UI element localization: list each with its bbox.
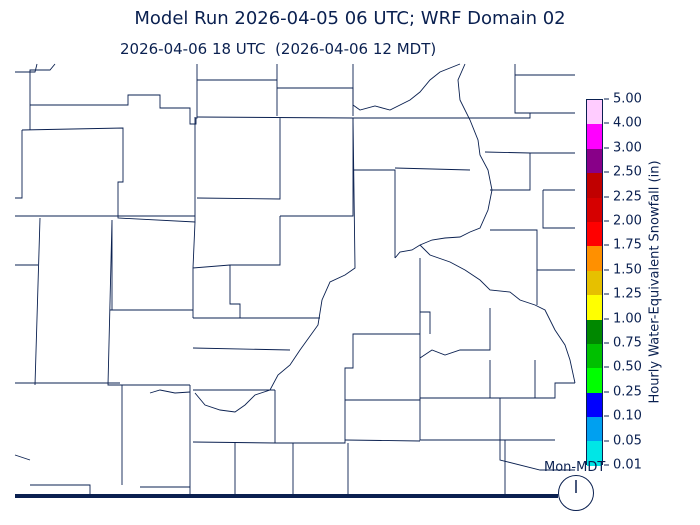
colorbar-tick-label: 0.75 bbox=[604, 336, 642, 351]
colorbar-segment bbox=[587, 100, 602, 125]
colorbar-tick-label: 2.50 bbox=[604, 165, 642, 180]
colorbar-segment bbox=[587, 392, 602, 418]
colorbar-segment bbox=[587, 173, 602, 198]
colorbar-tick-label: 1.75 bbox=[604, 238, 642, 253]
colorbar-segment bbox=[587, 270, 602, 296]
colorbar-tick-label: 0.01 bbox=[604, 458, 642, 473]
colorbar-tick-label: 5.00 bbox=[604, 92, 642, 107]
colorbar-segment bbox=[587, 343, 602, 369]
colorbar-segment bbox=[587, 221, 602, 247]
colorbar-segment bbox=[587, 441, 602, 466]
colorbar-tick-label: 1.50 bbox=[604, 262, 642, 277]
valid-time-subtitle: 2026-04-06 18 UTC (2026-04-06 12 MDT) bbox=[120, 40, 437, 58]
map-title: Model Run 2026-04-05 06 UTC; WRF Domain … bbox=[134, 8, 566, 29]
colorbar-tick-label: 0.50 bbox=[604, 360, 642, 375]
colorbar-tick-label: 4.00 bbox=[604, 116, 642, 131]
colorbar bbox=[586, 99, 603, 466]
colorbar-tick-label: 0.25 bbox=[604, 384, 642, 399]
colorbar-tick-label: 2.25 bbox=[604, 189, 642, 204]
colorbar-tick-label: 0.05 bbox=[604, 433, 642, 448]
colorbar-segment bbox=[587, 197, 602, 222]
county-boundaries bbox=[14, 63, 576, 495]
colorbar-segment bbox=[587, 319, 602, 344]
colorbar-tick-label: 1.00 bbox=[604, 311, 642, 326]
colorbar-tick-label: 1.25 bbox=[604, 287, 642, 302]
colorbar-segment bbox=[587, 295, 602, 320]
colorbar-label: Hourly Water-Equivalent Snowfall (in) bbox=[647, 160, 663, 404]
colorbar-tick-label: 2.00 bbox=[604, 214, 642, 229]
colorbar-segment bbox=[587, 124, 602, 149]
colorbar-tick-label: 0.10 bbox=[604, 409, 642, 424]
colorbar-segment bbox=[587, 148, 602, 174]
colorbar-segment bbox=[587, 368, 602, 393]
colorbar-segment bbox=[587, 417, 602, 442]
colorbar-segment bbox=[587, 246, 602, 271]
colorbar-tick-label: 3.00 bbox=[604, 140, 642, 155]
clock-label: Mon-MDT bbox=[544, 460, 606, 475]
clock-icon bbox=[558, 475, 594, 511]
